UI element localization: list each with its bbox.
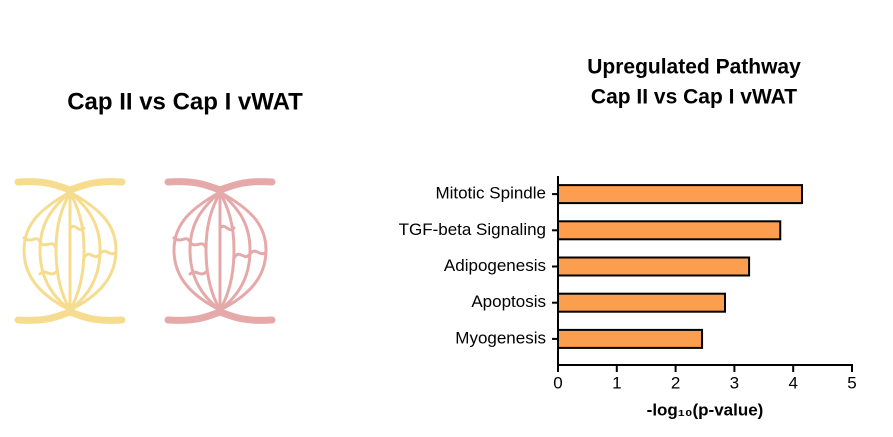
x-tick-label: 2 [671,373,680,392]
vessel-illustration [168,182,272,321]
x-axis-label: -log₁₀(p-value) [647,400,764,419]
y-tick-label: TGF-beta Signaling [399,220,546,239]
y-tick-label: Mitotic Spindle [435,184,546,203]
y-tick-label: Adipogenesis [444,256,546,275]
bar [557,328,704,349]
x-tick-label: 4 [788,373,797,392]
y-tick-label: Myogenesis [455,328,546,347]
chart-subtitle: Cap II vs Cap I vWAT [591,86,797,109]
bar [557,256,751,277]
x-tick-label: 1 [612,373,621,392]
chart-title: Upregulated Pathway [587,56,801,79]
y-tick-label: Apoptosis [471,292,546,311]
bar [557,292,726,313]
figure-title: Cap II vs Cap I vWAT [67,88,303,115]
bar [557,184,804,205]
bar [557,220,782,241]
x-tick-label: 0 [553,373,562,392]
x-tick-label: 5 [847,373,856,392]
x-tick-label: 3 [730,373,739,392]
vessel-illustration [18,182,122,321]
